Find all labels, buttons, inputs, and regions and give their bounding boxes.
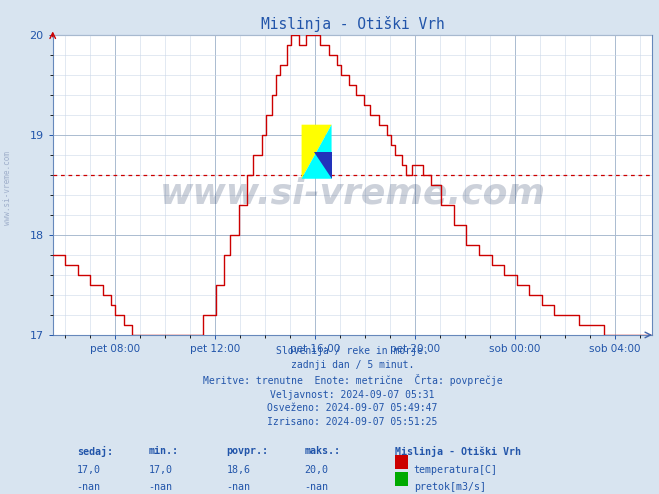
Text: 17,0: 17,0 — [76, 465, 101, 475]
Text: pretok[m3/s]: pretok[m3/s] — [414, 482, 486, 492]
Text: Slovenija / reke in morje.
zadnji dan / 5 minut.
Meritve: trenutne  Enote: metri: Slovenija / reke in morje. zadnji dan / … — [203, 346, 502, 427]
Text: -nan: -nan — [227, 482, 250, 492]
Text: sedaj:: sedaj: — [76, 446, 113, 457]
Text: min.:: min.: — [149, 446, 179, 456]
Bar — [395, 472, 408, 486]
Text: temperatura[C]: temperatura[C] — [414, 465, 498, 475]
Text: 18,6: 18,6 — [227, 465, 250, 475]
Text: -nan: -nan — [149, 482, 173, 492]
Text: -nan: -nan — [76, 482, 101, 492]
Text: 17,0: 17,0 — [149, 465, 173, 475]
Title: Mislinja - Otiški Vrh: Mislinja - Otiški Vrh — [261, 16, 444, 32]
Text: 20,0: 20,0 — [304, 465, 329, 475]
Text: www.si-vreme.com: www.si-vreme.com — [3, 151, 13, 225]
Text: www.si-vreme.com: www.si-vreme.com — [159, 177, 546, 211]
Text: maks.:: maks.: — [304, 446, 341, 456]
Text: Mislinja - Otiški Vrh: Mislinja - Otiški Vrh — [395, 446, 521, 457]
Text: povpr.:: povpr.: — [227, 446, 269, 456]
Bar — [395, 455, 408, 469]
Text: -nan: -nan — [304, 482, 329, 492]
